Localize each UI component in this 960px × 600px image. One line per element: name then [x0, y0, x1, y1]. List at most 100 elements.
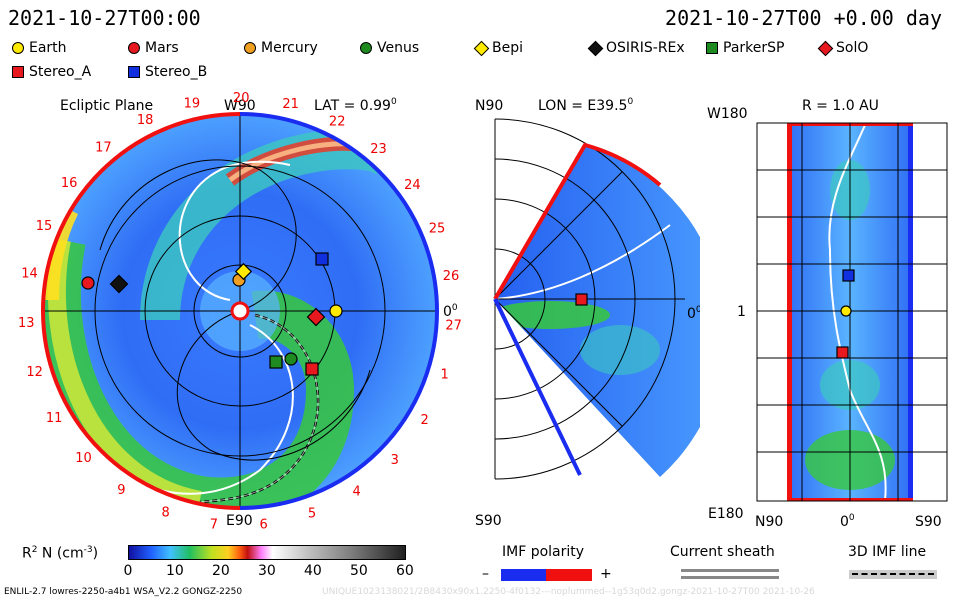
polarity-arc-red: [41, 112, 241, 510]
legend-label: Mercury: [261, 40, 318, 56]
legend-item: Earth: [12, 40, 67, 56]
imf-negative-swatch: [501, 569, 546, 581]
carrington-label: 18: [137, 113, 154, 128]
legend-marker-icon: [128, 42, 140, 54]
colorbar-tick: 50: [350, 563, 368, 579]
carrington-label: 14: [21, 267, 38, 282]
carrington-label: 6: [259, 518, 267, 530]
imf-3d-line-halo: [199, 314, 319, 503]
legend-label: Bepi: [492, 40, 523, 56]
radial-stereo-a: [836, 346, 849, 359]
carrington-label: 11: [46, 411, 63, 426]
radial-red-edge: [787, 123, 792, 501]
meridional-plot: N90 S90 LON = E39.50 00: [475, 97, 700, 529]
meridional-blue-edge: [493, 298, 582, 476]
legend-item: Bepi: [473, 40, 523, 56]
radial-stereo-b: [842, 269, 855, 282]
radial-bottom-left: E180: [708, 506, 744, 522]
colorbar-tick: 40: [304, 563, 322, 579]
carrington-label: 27: [445, 319, 462, 334]
legend-label: Mars: [145, 40, 179, 56]
radial-bottom-n: N90: [755, 514, 783, 530]
header-left-time: 2021-10-27T00:00: [8, 6, 201, 30]
carrington-label: 7: [210, 517, 218, 530]
carrington-label: 15: [36, 219, 53, 234]
colorbar-tick: 0: [123, 563, 133, 579]
header-right-time: 2021-10-27T00 +0.00 day: [665, 6, 942, 30]
meridional-density: [495, 301, 610, 329]
carrington-labels: 19 20 212223242526271234567891011121314151…: [18, 91, 462, 530]
carrington-label: 24: [404, 178, 421, 193]
legend-marker-icon: [706, 42, 718, 54]
polarity-arc-blue: [239, 112, 439, 510]
meridional-imf: [495, 224, 671, 300]
imf-minus: –: [482, 566, 489, 582]
legend-marker-icon: [817, 40, 834, 56]
spiral-lines: [99, 159, 371, 461]
legend-marker-icon: [12, 66, 24, 78]
radial-bottom-mid: 00: [840, 513, 855, 530]
ecliptic-title: Ecliptic Plane: [60, 98, 153, 114]
imf-3d-title: 3D IMF line: [848, 544, 927, 560]
carrington-label: 12: [26, 365, 43, 380]
carrington-label: 26: [443, 269, 460, 284]
meridional-bottom-label: S90: [475, 513, 502, 529]
imf-line-2: [178, 160, 291, 301]
carrington-label: 2: [421, 413, 429, 428]
colorbar-tick: 20: [212, 563, 230, 579]
meridional-red-edge: [493, 142, 662, 301]
footer-right: UNIQUE1023138021/2B8430x90x1.2250-4f0132…: [322, 587, 815, 597]
footer-left: ENLIL-2.7 lowres-2250-a4b1 WSA_V2.2 GONG…: [4, 587, 243, 597]
colorbar: [128, 545, 406, 560]
radial-title: R = 1.0 AU: [802, 98, 879, 114]
legend-label: ParkerSP: [723, 40, 785, 56]
imf-line-1: [159, 324, 294, 495]
legend-label: Stereo_A: [29, 64, 92, 80]
meridional-stereo-a: [575, 293, 588, 306]
carrington-label: 9: [117, 483, 125, 498]
radial-imf: [828, 124, 887, 501]
osiris-rex-marker: [109, 274, 129, 294]
carrington-label: 13: [18, 316, 35, 331]
radial-earth: [840, 305, 852, 317]
meridional-top-label: N90: [475, 98, 503, 114]
ecliptic-right-label: 00: [443, 303, 458, 320]
radial-mid-left: 1: [737, 304, 746, 320]
carrington-label: 17: [95, 140, 112, 155]
earth-marker: [329, 304, 343, 318]
legend-item: Venus: [360, 40, 419, 56]
carrington-label: 8: [161, 506, 169, 521]
stereo-b-marker: [315, 252, 329, 266]
legend-label: Earth: [29, 40, 67, 56]
carrington-label: 23: [370, 142, 387, 157]
current-sheath-title: Current sheath: [670, 544, 775, 560]
current-sheath-line-1: [681, 569, 779, 572]
legend-label: OSIRIS-REx: [606, 40, 685, 56]
legend-marker-icon: [360, 42, 372, 54]
legend-item: SolO: [817, 40, 868, 56]
imf-positive-swatch: [546, 569, 592, 581]
meridional-right-label: 00: [687, 305, 700, 322]
radial-grid: [756, 122, 948, 502]
ecliptic-lat-label: LAT = 0.990: [314, 97, 397, 114]
carrington-label: 16: [61, 176, 78, 191]
radial-top-left: W180: [707, 106, 748, 122]
legend-item: Mars: [128, 40, 179, 56]
mars-marker: [81, 276, 95, 290]
legend-label: Venus: [377, 40, 420, 56]
legend-item: Stereo_B: [128, 64, 207, 80]
carrington-label: 19: [184, 97, 201, 112]
legend-item: ParkerSP: [706, 40, 784, 56]
stereo-a-marker: [305, 362, 319, 376]
parker-marker: [269, 355, 283, 369]
carrington-label: 3: [391, 453, 399, 468]
colorbar-label: R2 N (cm-3): [22, 545, 99, 562]
legend-marker-icon: [473, 40, 490, 56]
solo-marker: [306, 307, 326, 327]
ecliptic-top-label: W90: [224, 98, 256, 114]
ecliptic-plot: Ecliptic Plane W90 E90 00 LAT = 0.990 19…: [18, 91, 462, 530]
imf-plus: +: [600, 566, 612, 582]
carrington-label: 5: [308, 507, 316, 522]
imf-3d-swatch: [852, 573, 934, 575]
current-sheath-line-2: [681, 576, 779, 579]
